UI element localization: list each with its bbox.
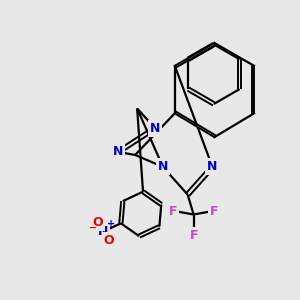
Text: −: − [89, 223, 97, 233]
Text: O: O [92, 216, 103, 229]
Text: F: F [169, 205, 177, 218]
Text: O: O [104, 234, 114, 247]
Text: +: + [107, 219, 115, 229]
Text: F: F [189, 229, 198, 242]
Text: N: N [207, 160, 218, 173]
Text: N: N [98, 225, 109, 238]
Text: F: F [210, 205, 219, 218]
Text: N: N [158, 160, 168, 173]
Text: N: N [113, 146, 124, 158]
Text: N: N [150, 122, 160, 135]
